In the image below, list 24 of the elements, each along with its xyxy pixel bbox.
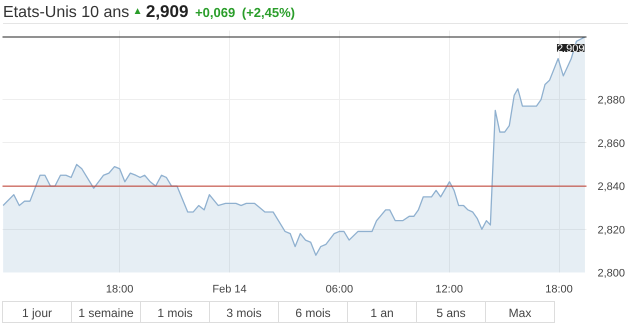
x-tick-label: 18:00 bbox=[106, 284, 134, 296]
chart-title: Etats-Unis 10 ans bbox=[3, 4, 130, 21]
x-tick-label: 12:00 bbox=[435, 284, 463, 296]
x-tick-label: Feb 14 bbox=[212, 284, 247, 296]
text: Max bbox=[485, 301, 555, 323]
text: 5 ans bbox=[416, 301, 486, 323]
text: 1 semaine bbox=[71, 301, 141, 323]
text: ▲ bbox=[132, 6, 143, 17]
text: 3 mois bbox=[209, 301, 279, 323]
y-tick-label: 2,860 bbox=[598, 138, 626, 150]
ref-line-label: 2,909 bbox=[556, 42, 585, 55]
y-tick-label: 2,800 bbox=[598, 268, 626, 280]
x-tick-label: 18:00 bbox=[545, 284, 573, 296]
y-tick-label: 2,840 bbox=[598, 181, 626, 194]
text: 2,909 bbox=[146, 2, 188, 21]
text: 1 mois bbox=[140, 301, 210, 323]
text: 1 an bbox=[347, 301, 417, 323]
x-tick-label: 06:00 bbox=[326, 284, 354, 296]
text: 1 jour bbox=[2, 301, 72, 323]
y-tick-label: 2,880 bbox=[598, 94, 626, 107]
text: +0,069 bbox=[195, 5, 236, 20]
y-tick-label: 2,820 bbox=[598, 224, 626, 236]
text: 6 mois bbox=[278, 301, 348, 323]
text: (+2,45%) bbox=[242, 5, 296, 20]
